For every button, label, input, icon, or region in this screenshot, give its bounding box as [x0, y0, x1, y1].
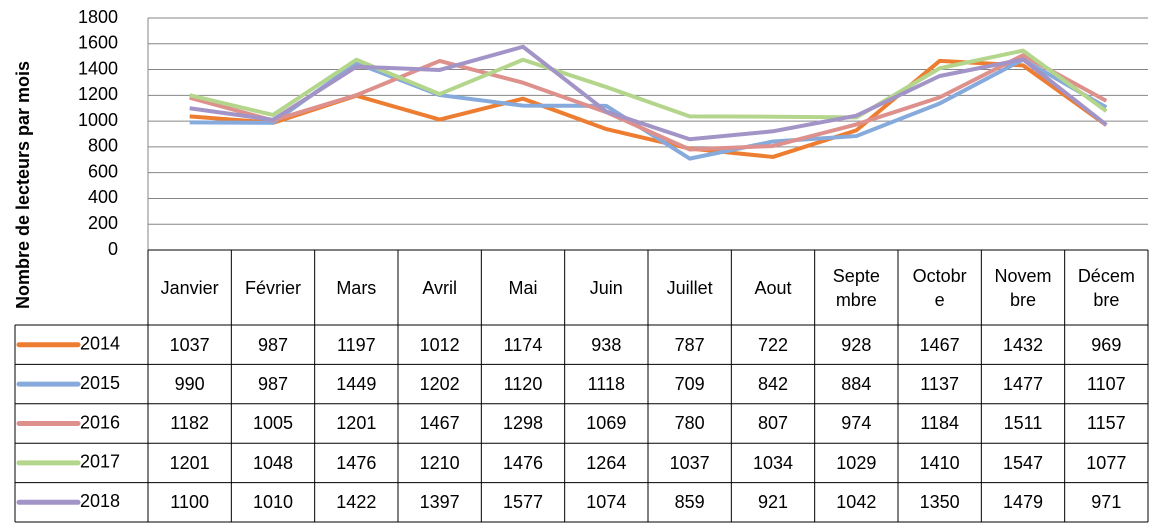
- value-cell: 1037: [169, 334, 210, 355]
- value-cell: 1210: [419, 452, 460, 473]
- value-cell: 1184: [920, 413, 960, 434]
- value-cell: 1077: [1086, 452, 1127, 473]
- value-cell: 971: [1091, 492, 1122, 513]
- value-cell: 1118: [587, 374, 625, 395]
- y-tick-label: 1800: [78, 7, 118, 27]
- value-cell: 1422: [336, 492, 377, 513]
- value-cell: 1476: [502, 452, 544, 473]
- series-line: [189, 58, 1108, 159]
- value-cell: 1157: [1086, 413, 1126, 434]
- value-cell: 1005: [252, 413, 294, 434]
- value-cell: 1010: [252, 492, 294, 513]
- series-line: [189, 48, 1108, 120]
- x-tick-label: Aout: [754, 277, 792, 298]
- value-cell: 842: [757, 374, 789, 395]
- value-cell: 1074: [586, 492, 627, 513]
- legend-label: 2015: [80, 373, 120, 393]
- value-cell: 1298: [502, 413, 544, 434]
- value-cell: 938: [591, 334, 622, 355]
- value-cell: 921: [757, 492, 789, 513]
- value-cell: 987: [257, 334, 289, 355]
- value-cell: 1350: [919, 492, 960, 513]
- y-tick-label: 600: [88, 161, 118, 181]
- value-cell: 1476: [336, 452, 377, 473]
- series-line: [189, 57, 1108, 161]
- value-cell: 1467: [419, 413, 460, 434]
- value-cell: 1479: [1002, 492, 1044, 513]
- value-cell: 1034: [752, 452, 794, 473]
- series-line: [189, 44, 1108, 142]
- x-tick-label: Janvier: [160, 277, 219, 298]
- value-cell: 1477: [1002, 374, 1044, 395]
- value-cell: 1547: [1002, 452, 1044, 473]
- x-tick-label: Mars: [336, 277, 377, 298]
- value-cell: 1432: [1002, 334, 1044, 355]
- value-cell: 1048: [252, 452, 294, 473]
- x-tick-label: Octobre: [912, 265, 967, 310]
- x-tick-label: Avril: [422, 277, 457, 298]
- legend-label: 2014: [80, 333, 120, 353]
- value-cell: 1100: [170, 492, 210, 513]
- series-line: [189, 53, 1108, 152]
- x-tick-label: Juillet: [666, 277, 713, 298]
- y-tick-label: 1000: [78, 110, 118, 130]
- value-cell: 1042: [836, 492, 877, 513]
- value-cell: 928: [841, 334, 872, 355]
- y-tick-label: 1400: [78, 58, 118, 78]
- x-tick-label: Septembre: [832, 265, 880, 310]
- value-cell: 1449: [336, 374, 377, 395]
- value-cell: 1467: [919, 334, 960, 355]
- value-cell: 1037: [669, 452, 710, 473]
- value-cell: 722: [757, 334, 789, 355]
- value-cell: 990: [174, 374, 205, 395]
- x-tick-label: Décembre: [1077, 265, 1135, 310]
- value-cell: 1201: [169, 452, 210, 473]
- value-cell: 1511: [1003, 413, 1043, 434]
- legend-label: 2016: [80, 412, 120, 432]
- value-cell: 1202: [419, 374, 460, 395]
- value-cell: 1182: [170, 413, 210, 434]
- x-tick-label: Juin: [589, 277, 623, 298]
- value-cell: 969: [1091, 334, 1122, 355]
- value-cell: 884: [841, 374, 872, 395]
- legend-label: 2018: [80, 491, 120, 511]
- value-cell: 1107: [1086, 374, 1126, 395]
- value-cell: 859: [674, 492, 705, 513]
- value-cell: 974: [841, 413, 872, 434]
- value-cell: 1397: [419, 492, 460, 513]
- value-cell: 1264: [586, 452, 627, 473]
- value-cell: 1137: [920, 374, 960, 395]
- value-cell: 1410: [919, 452, 960, 473]
- y-tick-label: 1200: [78, 84, 118, 104]
- value-cell: 1029: [836, 452, 877, 473]
- y-axis-label: Nombre de lecteurs par mois: [13, 61, 33, 309]
- value-cell: 1201: [336, 413, 377, 434]
- value-cell: 987: [257, 374, 289, 395]
- value-cell: 780: [674, 413, 705, 434]
- value-cell: 787: [674, 334, 705, 355]
- value-cell: 1197: [336, 334, 376, 355]
- value-cell: 1577: [502, 492, 544, 513]
- value-cell: 1012: [419, 334, 460, 355]
- y-tick-label: 0: [108, 239, 118, 259]
- y-tick-label: 400: [88, 187, 118, 207]
- x-tick-label: Février: [244, 277, 301, 298]
- legend-label: 2017: [80, 452, 120, 472]
- y-tick-label: 1600: [78, 33, 118, 53]
- value-cell: 807: [757, 413, 789, 434]
- x-tick-label: Mai: [508, 277, 538, 298]
- value-cell: 1174: [503, 334, 543, 355]
- value-cell: 1069: [586, 413, 627, 434]
- value-cell: 1120: [503, 374, 543, 395]
- y-tick-label: 800: [88, 136, 118, 156]
- x-tick-label: Novembre: [994, 265, 1052, 310]
- value-cell: 709: [674, 374, 705, 395]
- y-tick-label: 200: [88, 213, 118, 233]
